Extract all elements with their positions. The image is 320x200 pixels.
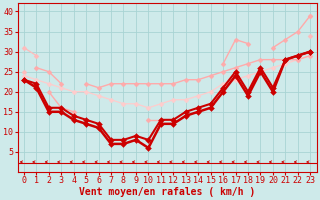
X-axis label: Vent moyen/en rafales ( km/h ): Vent moyen/en rafales ( km/h )	[79, 187, 255, 197]
